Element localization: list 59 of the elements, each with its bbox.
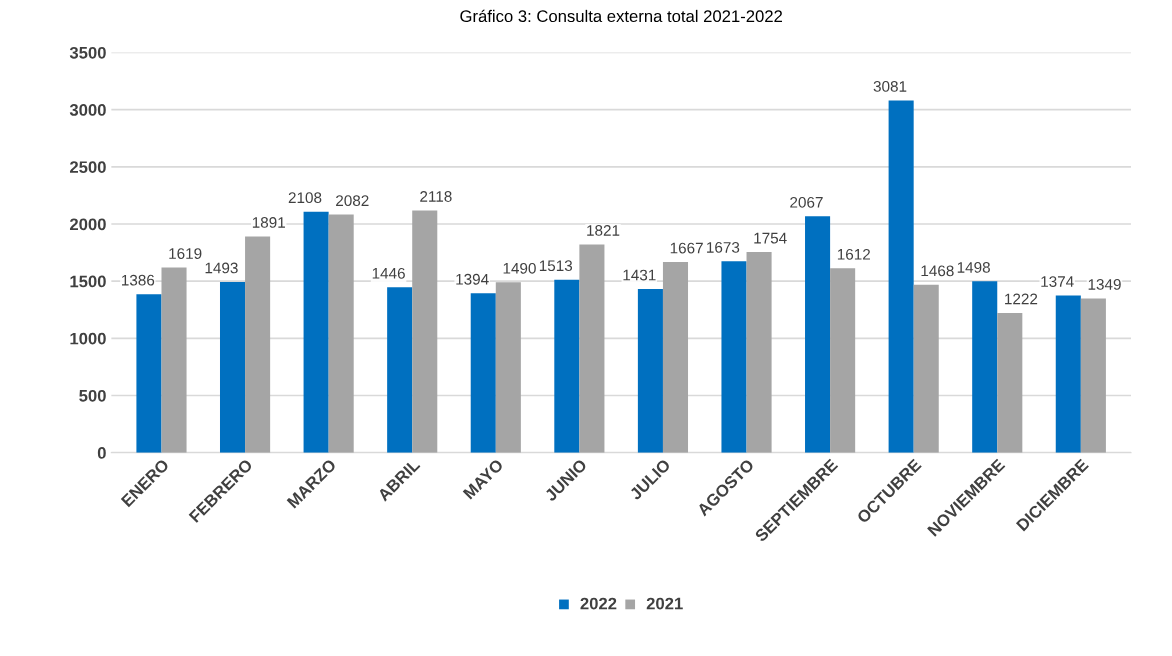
data-label: 1754 — [754, 232, 787, 244]
data-label: 1431 — [623, 269, 656, 281]
bar — [830, 268, 856, 453]
y-tick-label: 0 — [97, 447, 106, 459]
y-tick-label: 1000 — [70, 332, 106, 345]
bar — [1080, 298, 1106, 453]
data-label: 1673 — [707, 241, 740, 253]
bar — [495, 282, 521, 453]
bar — [662, 262, 689, 453]
bar — [1055, 295, 1081, 453]
y-tick-label: 2500 — [69, 161, 106, 174]
data-label: 1891 — [252, 217, 285, 228]
data-label: 3081 — [873, 80, 907, 92]
data-label: 2108 — [288, 192, 322, 204]
legend-label: 2022 — [580, 597, 617, 610]
bar — [136, 294, 162, 453]
bar — [219, 281, 246, 453]
bar — [997, 312, 1023, 453]
data-label: 1821 — [587, 225, 620, 236]
data-label: 1222 — [1005, 293, 1038, 305]
bar — [303, 211, 329, 453]
data-label: 2118 — [420, 191, 452, 202]
legend-label: 2021 — [646, 597, 683, 610]
data-label: 1490 — [503, 262, 536, 274]
bar — [888, 100, 914, 453]
data-label: 1349 — [1088, 279, 1121, 290]
bar — [554, 279, 580, 453]
bar — [972, 281, 998, 453]
bar — [805, 216, 831, 453]
chart-title: Gráfico 3: Consulta externa total 2021-2022 — [460, 9, 783, 23]
data-label: 1394 — [456, 273, 489, 285]
y-tick-label: 3500 — [69, 46, 106, 59]
data-label: 1493 — [205, 262, 238, 274]
y-tick-label: 3000 — [69, 104, 106, 116]
data-label: 1619 — [169, 248, 202, 259]
bar — [328, 214, 354, 453]
bar — [579, 244, 605, 453]
data-label: 1612 — [837, 248, 870, 260]
data-label: 1386 — [122, 274, 155, 286]
bar — [412, 210, 438, 453]
data-label: 1446 — [372, 267, 405, 279]
bar — [637, 289, 663, 453]
bar — [721, 261, 747, 453]
data-label: 1667 — [670, 242, 703, 254]
bar — [746, 252, 772, 453]
data-label: 1498 — [957, 261, 990, 273]
bar — [913, 284, 939, 453]
y-tick-label: 2000 — [69, 218, 106, 231]
data-label: 1374 — [1041, 276, 1074, 287]
bar — [387, 287, 413, 453]
data-label: 2082 — [336, 195, 369, 207]
bar — [245, 236, 271, 453]
y-tick-label: 500 — [79, 389, 106, 402]
data-label: 1513 — [539, 260, 573, 272]
bar — [161, 267, 187, 453]
y-tick-label: 1500 — [70, 275, 106, 288]
data-label: 2067 — [790, 196, 823, 208]
bar — [470, 293, 496, 453]
data-label: 1468 — [921, 265, 954, 277]
